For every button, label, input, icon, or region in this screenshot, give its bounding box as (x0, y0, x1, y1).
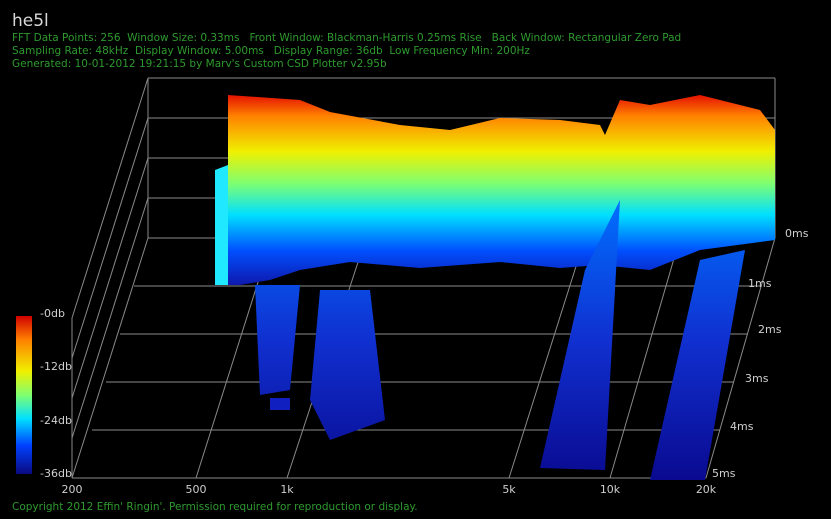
x-tick-label: 500 (186, 483, 207, 496)
info-line: FFT Data Points: 256 Window Size: 0.33ms… (12, 32, 681, 44)
info-line: Sampling Rate: 48kHz Display Window: 5.0… (12, 45, 530, 57)
color-tick-label: -12db (40, 360, 72, 373)
time-tick-label: 0ms (785, 227, 809, 240)
footer: Copyright 2012 Effin' Ringin'. Permissio… (12, 501, 418, 513)
title: he5l (12, 11, 49, 31)
x-tick-label: 200 (62, 483, 83, 496)
time-tick-label: 2ms (758, 323, 782, 336)
time-tick-label: 1ms (748, 277, 772, 290)
color-tick-label: -0db (40, 307, 65, 320)
color-tick-label: -24db (40, 414, 72, 427)
x-tick-label: 20k (696, 483, 717, 496)
time-tick-label: 5ms (712, 467, 736, 480)
color-tick-label: -36db (40, 467, 72, 480)
time-tick-label: 3ms (745, 372, 769, 385)
time-tick-label: 4ms (730, 420, 754, 433)
x-tick-label: 1k (280, 483, 294, 496)
info-line: Generated: 10-01-2012 19:21:15 by Marv's… (12, 58, 387, 70)
color-bar (16, 316, 32, 474)
wireframe (71, 77, 776, 479)
surface (215, 95, 775, 480)
x-tick-label: 10k (600, 483, 621, 496)
x-tick-label: 5k (502, 483, 516, 496)
